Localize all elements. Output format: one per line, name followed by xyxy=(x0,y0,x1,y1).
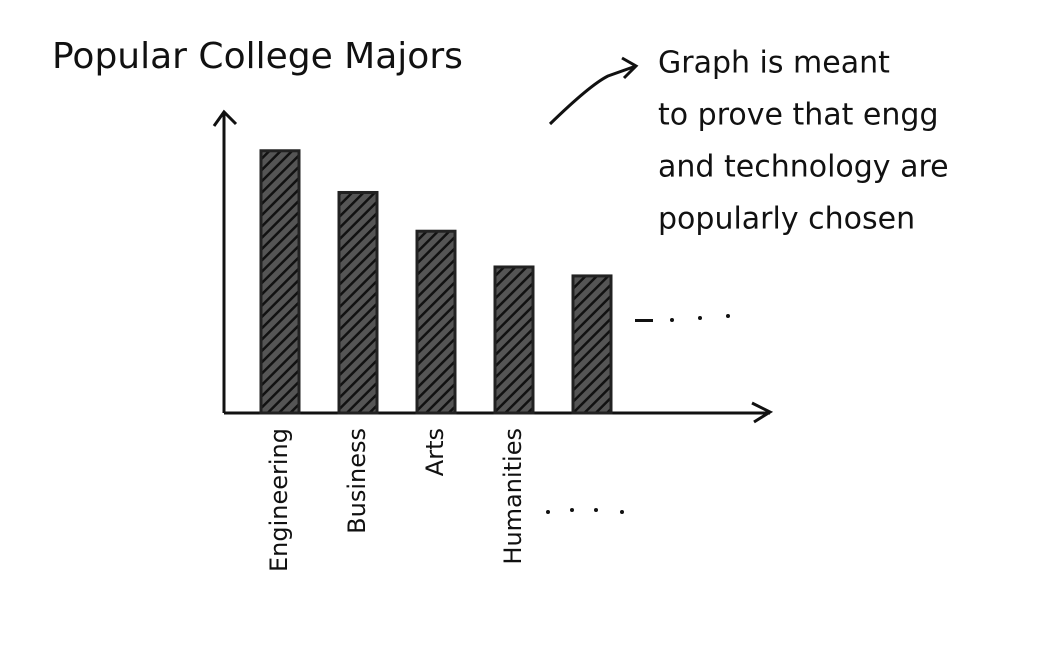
annotation-arrow xyxy=(548,64,637,126)
annotation-arrowhead xyxy=(621,56,639,80)
chart-title: Popular College Majors xyxy=(52,36,463,77)
bar xyxy=(493,265,535,415)
x-tick-label: Business xyxy=(343,428,371,534)
bar xyxy=(259,149,301,415)
y-arrow xyxy=(212,109,238,127)
annotation: to prove that engg xyxy=(658,98,939,133)
x-arrow xyxy=(751,401,774,424)
ellipsis xyxy=(546,314,730,514)
annotation: Graph is meant xyxy=(658,46,890,81)
bar xyxy=(415,229,457,415)
bar xyxy=(571,274,613,415)
annotation: popularly chosen xyxy=(658,202,915,237)
x-tick-label: Arts xyxy=(421,428,449,476)
bar xyxy=(337,190,379,415)
x-tick-label: Engineering xyxy=(265,428,293,572)
x-tick-label: Humanities xyxy=(499,428,527,565)
annotation: and technology are xyxy=(658,150,949,185)
